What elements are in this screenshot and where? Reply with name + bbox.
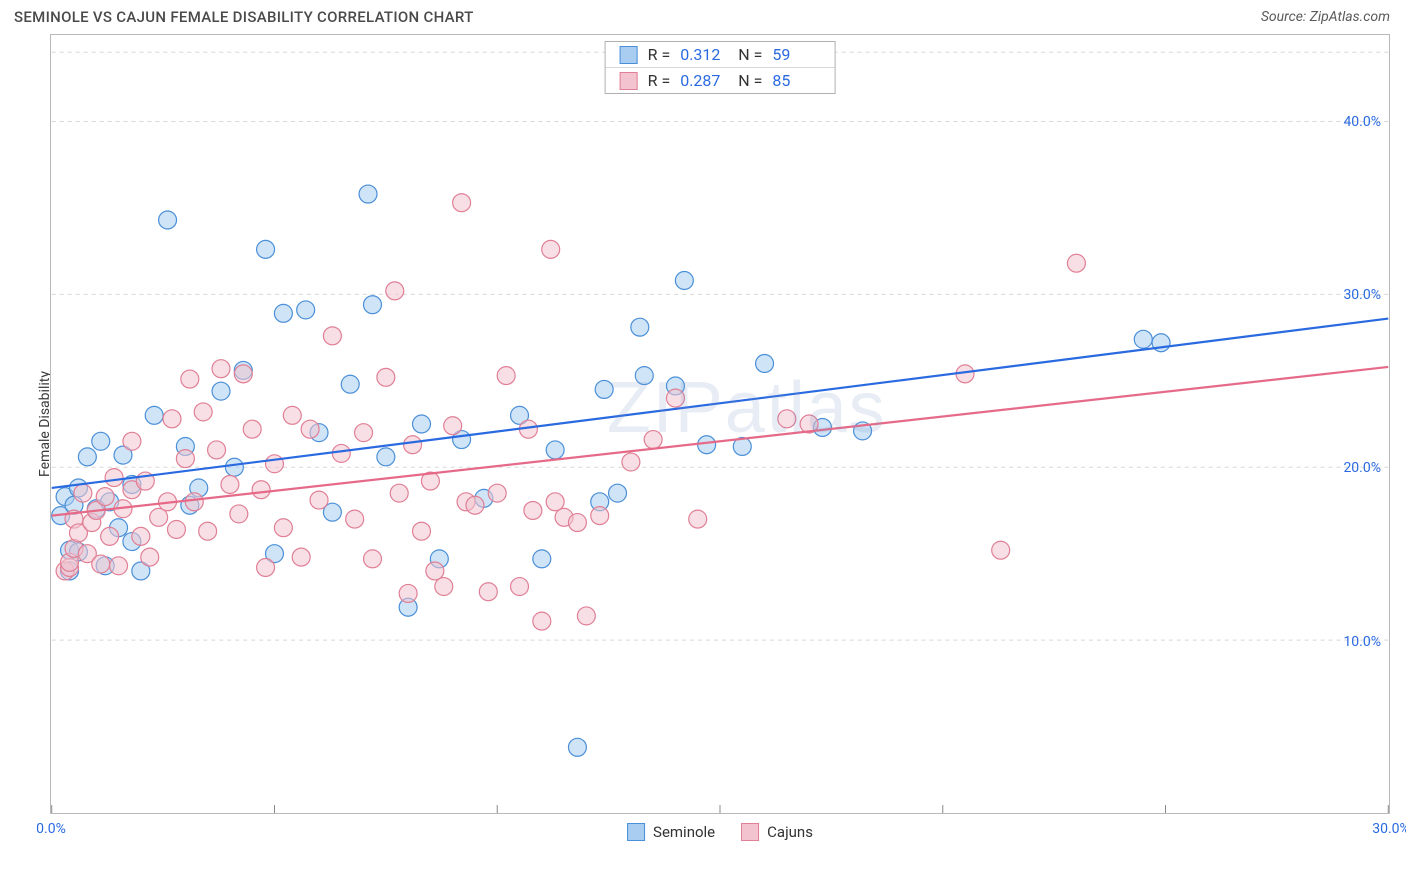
stat-n-label: N = bbox=[738, 71, 762, 90]
stats-row-cajuns: R = 0.287 N = 85 bbox=[606, 67, 835, 93]
x-tick-label: 30.0% bbox=[1372, 821, 1406, 837]
swatch-cajuns-icon bbox=[620, 72, 638, 90]
chart-title: SEMINOLE VS CAJUN FEMALE DISABILITY CORR… bbox=[14, 8, 474, 26]
x-tick-label: 0.0% bbox=[36, 821, 66, 837]
stat-r-label: R = bbox=[648, 71, 671, 90]
y-tick-label: 30.0% bbox=[1343, 287, 1381, 303]
swatch-seminole-icon bbox=[627, 823, 645, 841]
bottom-legend: Seminole Cajuns bbox=[627, 823, 813, 841]
chart-source: Source: ZipAtlas.com bbox=[1261, 9, 1390, 25]
legend-item-cajuns: Cajuns bbox=[741, 823, 813, 841]
stat-n-cajuns: 85 bbox=[772, 71, 820, 90]
plot-area: ZIPatlas R = 0.312 N = 59 R = 0.287 N = … bbox=[50, 34, 1390, 814]
legend-label-seminole: Seminole bbox=[653, 823, 715, 841]
swatch-seminole-icon bbox=[620, 46, 638, 64]
y-tick-label: 20.0% bbox=[1343, 460, 1381, 476]
legend-item-seminole: Seminole bbox=[627, 823, 715, 841]
stat-r-seminole: 0.312 bbox=[680, 45, 728, 64]
stat-r-cajuns: 0.287 bbox=[680, 71, 728, 90]
chart-container: Female Disability ZIPatlas R = 0.312 N =… bbox=[14, 34, 1392, 814]
swatch-cajuns-icon bbox=[741, 823, 759, 841]
stat-r-label: R = bbox=[648, 45, 671, 64]
y-tick-label: 10.0% bbox=[1343, 634, 1381, 650]
chart-svg bbox=[51, 35, 1389, 813]
legend-label-cajuns: Cajuns bbox=[767, 823, 813, 841]
stat-n-seminole: 59 bbox=[772, 45, 820, 64]
chart-header: SEMINOLE VS CAJUN FEMALE DISABILITY CORR… bbox=[0, 0, 1406, 34]
stats-legend: R = 0.312 N = 59 R = 0.287 N = 85 bbox=[605, 41, 836, 94]
y-tick-label: 40.0% bbox=[1343, 114, 1381, 130]
stats-row-seminole: R = 0.312 N = 59 bbox=[606, 42, 835, 67]
stat-n-label: N = bbox=[738, 45, 762, 64]
